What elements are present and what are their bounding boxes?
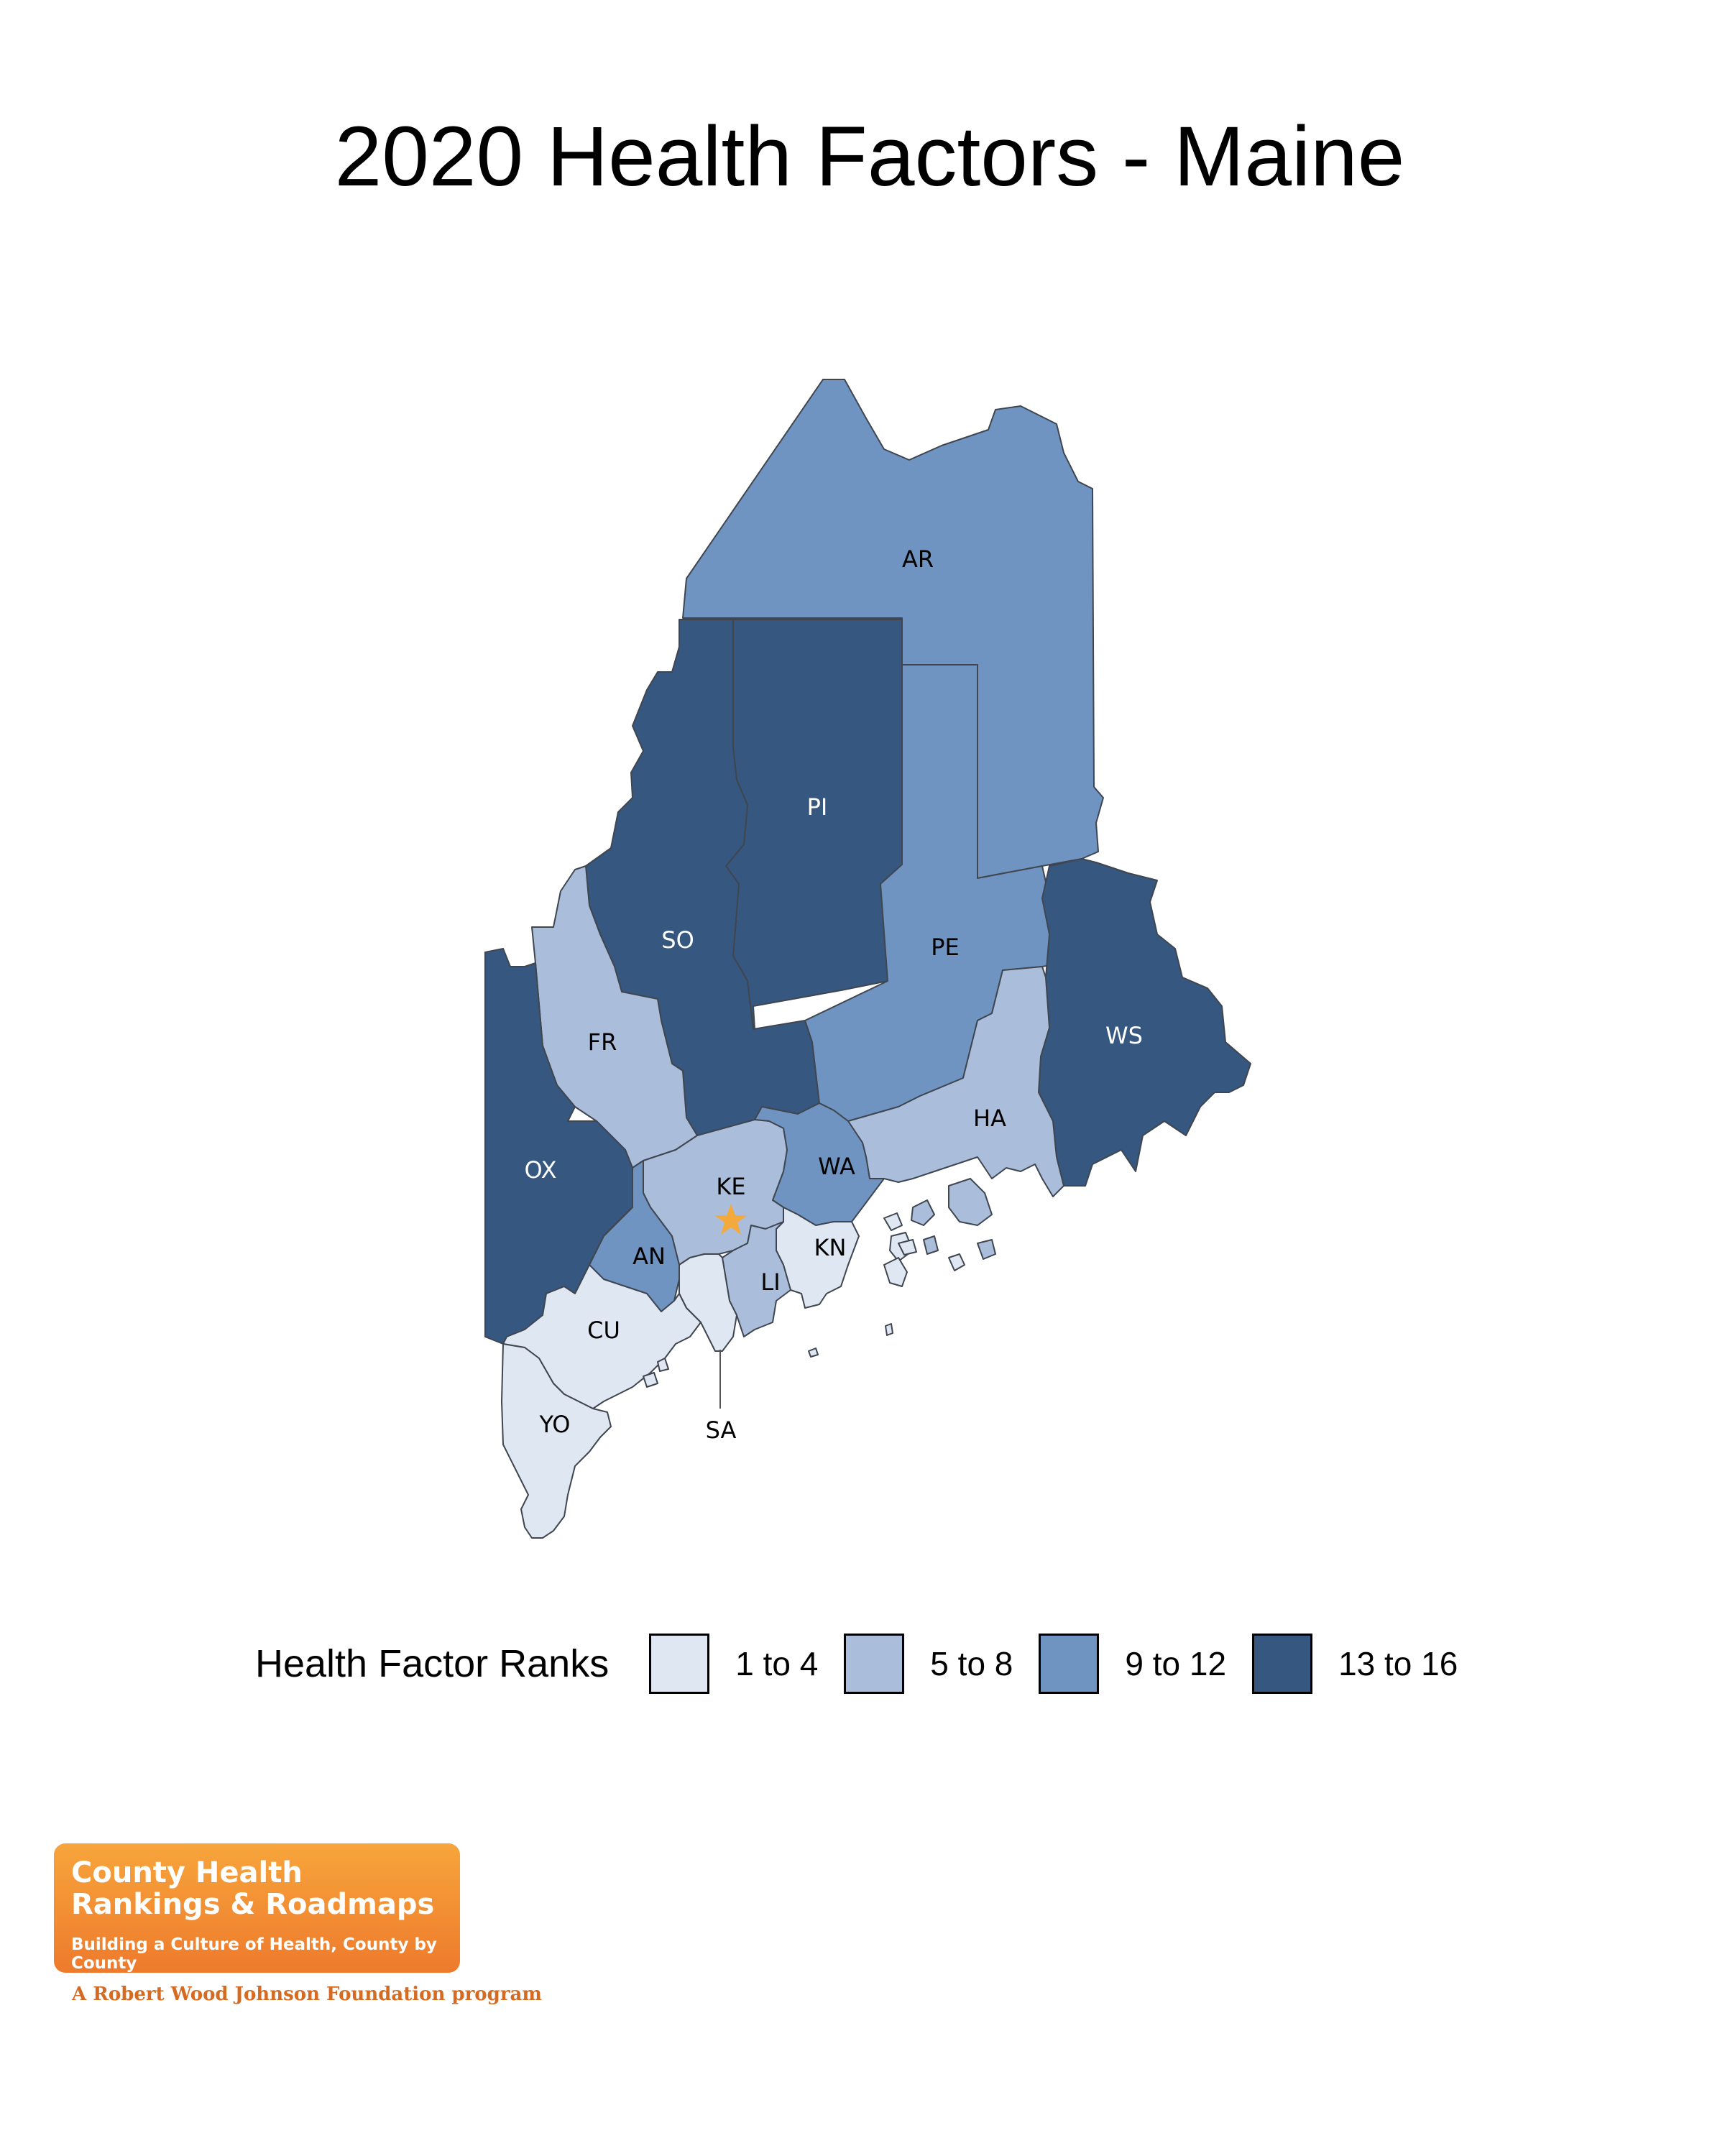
legend-title: Health Factor Ranks — [255, 1642, 610, 1685]
label-SA: SA — [706, 1416, 737, 1444]
label-HA: HA — [973, 1105, 1006, 1132]
map-title: 2020 Health Factors - Maine — [334, 109, 1405, 204]
legend-label-4: 13 to 16 — [1338, 1645, 1458, 1682]
label-AR: AR — [902, 545, 934, 573]
county-YO[interactable] — [501, 1343, 612, 1539]
label-PI: PI — [807, 793, 828, 821]
label-OX: OX — [524, 1156, 556, 1184]
label-FR: FR — [588, 1028, 617, 1056]
label-WS: WS — [1105, 1022, 1143, 1049]
legend-label-3: 9 to 12 — [1125, 1645, 1227, 1682]
logo-line1: County Health — [71, 1856, 303, 1889]
label-SO: SO — [661, 926, 694, 954]
legend: Health Factor Ranks 1 to 4 5 to 8 9 to 1… — [255, 1631, 1484, 1696]
label-PE: PE — [931, 934, 960, 961]
legend-label-1: 1 to 4 — [735, 1645, 819, 1682]
coastal-islands — [643, 1178, 996, 1388]
chrr-logo[interactable]: County Health Rankings & Roadmaps Buildi… — [54, 1843, 460, 1973]
county-labels: AR PI SO PE WS FR OX HA WA KE AN KN LI C… — [524, 545, 1143, 1444]
label-AN: AN — [632, 1243, 666, 1270]
county-PI[interactable] — [725, 619, 903, 1030]
logo-line2: Rankings & Roadmaps — [71, 1888, 435, 1921]
label-KN: KN — [814, 1234, 847, 1261]
label-YO: YO — [539, 1411, 571, 1438]
star-icon — [714, 1204, 748, 1235]
county-WS[interactable] — [1038, 858, 1251, 1187]
legend-swatch-3 — [1039, 1634, 1100, 1694]
legend-swatch-1 — [649, 1634, 710, 1694]
logo-subline: A Robert Wood Johnson Foundation program — [72, 1984, 542, 2005]
legend-swatch-4 — [1252, 1634, 1313, 1694]
label-LI: LI — [760, 1268, 780, 1296]
label-WA: WA — [818, 1153, 855, 1180]
label-KE: KE — [716, 1173, 745, 1200]
legend-label-2: 5 to 8 — [930, 1645, 1013, 1682]
label-CU: CU — [587, 1317, 620, 1344]
logo-tagline: Building a Culture of Health, County by … — [71, 1935, 437, 1973]
legend-swatch-2 — [844, 1634, 905, 1694]
